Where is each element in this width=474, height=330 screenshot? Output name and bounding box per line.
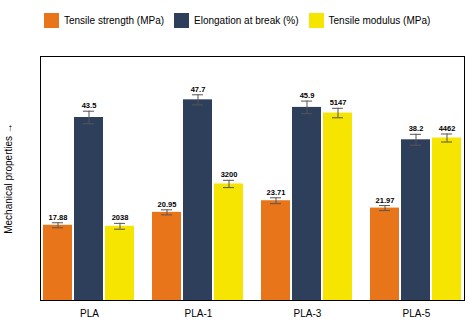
svg-text:PLA-3: PLA-3 (294, 308, 322, 319)
svg-text:4462: 4462 (439, 124, 456, 133)
html-text:Tensile modulus (MPa): Tensile modulus (MPa) (328, 15, 431, 26)
svg-text:17.88: 17.88 (49, 213, 68, 222)
svg-text:PLA: PLA (80, 308, 99, 319)
svg-text:21.97: 21.97 (376, 196, 395, 205)
svg-text:45.9: 45.9 (300, 91, 315, 100)
svg-text:23.71: 23.71 (267, 188, 286, 197)
svg-text:2038: 2038 (112, 213, 129, 222)
svg-text:3200: 3200 (221, 170, 238, 179)
html-text:Elongation at break (%): Elongation at break (%) (194, 15, 299, 26)
svg-text:PLA-1: PLA-1 (185, 308, 213, 319)
html-text:Tensile strength (MPa): Tensile strength (MPa) (64, 15, 164, 26)
svg-text:47.7: 47.7 (191, 85, 206, 94)
svg-text:20.95: 20.95 (158, 200, 177, 209)
svg-text:38.2: 38.2 (409, 124, 424, 133)
svg-text:Mechanical properties →: Mechanical properties → (3, 123, 14, 234)
svg-text:PLA-5: PLA-5 (403, 308, 431, 319)
svg-text:5147: 5147 (330, 98, 347, 107)
svg-text:43.5: 43.5 (82, 101, 97, 110)
